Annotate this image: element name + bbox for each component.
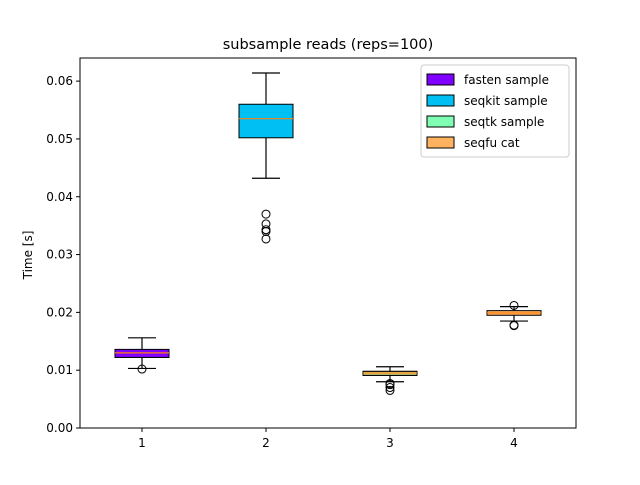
legend-swatch [426, 136, 455, 149]
x-tick-label: 2 [262, 436, 270, 450]
box-group-1 [114, 337, 170, 374]
y-tick-label: 0.04 [46, 190, 73, 204]
box-group-4 [486, 300, 542, 331]
legend-label: fasten sample [464, 73, 549, 87]
legend-label: seqfu cat [464, 136, 520, 150]
outlier-point [261, 234, 271, 244]
plot-frame [79, 57, 577, 429]
legend-label: seqkit sample [464, 94, 548, 108]
x-tick-label: 4 [510, 436, 518, 450]
y-tick-label: 0.05 [46, 132, 73, 146]
x-tick-label: 3 [386, 436, 394, 450]
y-tick-label: 0.00 [46, 421, 73, 435]
chart-title: subsample reads (reps=100) [223, 37, 434, 53]
outlier-point [137, 364, 147, 374]
legend-label: seqtk sample [464, 115, 544, 129]
y-tick-label: 0.01 [46, 363, 73, 377]
legend-box [420, 64, 570, 158]
y-tick-label: 0.06 [46, 74, 73, 88]
y-axis-label: Time [s] [21, 231, 35, 281]
y-tick-label: 0.03 [46, 248, 73, 262]
outlier-point [385, 383, 395, 393]
legend-swatch [426, 94, 455, 107]
y-tick-label: 0.02 [46, 305, 73, 319]
outlier-point [509, 300, 519, 310]
box-group-2 [238, 72, 294, 244]
outlier-point [509, 321, 519, 331]
legend-swatch [426, 73, 455, 86]
outlier-point [261, 226, 271, 236]
legend: fasten sample seqkit sample seqtk sample se… [420, 64, 570, 158]
box [238, 103, 294, 139]
legend-swatch [426, 115, 455, 128]
outlier-point [385, 385, 395, 395]
outlier-point [261, 225, 271, 235]
x-tick-label: 1 [138, 436, 146, 450]
box-group-3 [362, 366, 418, 395]
outlier-point [261, 209, 271, 219]
plot-area: 0.00 0.01 0.02 0.03 0.04 0.05 0.06 1 2 3 4 [46, 57, 577, 450]
outlier-point [385, 380, 395, 390]
